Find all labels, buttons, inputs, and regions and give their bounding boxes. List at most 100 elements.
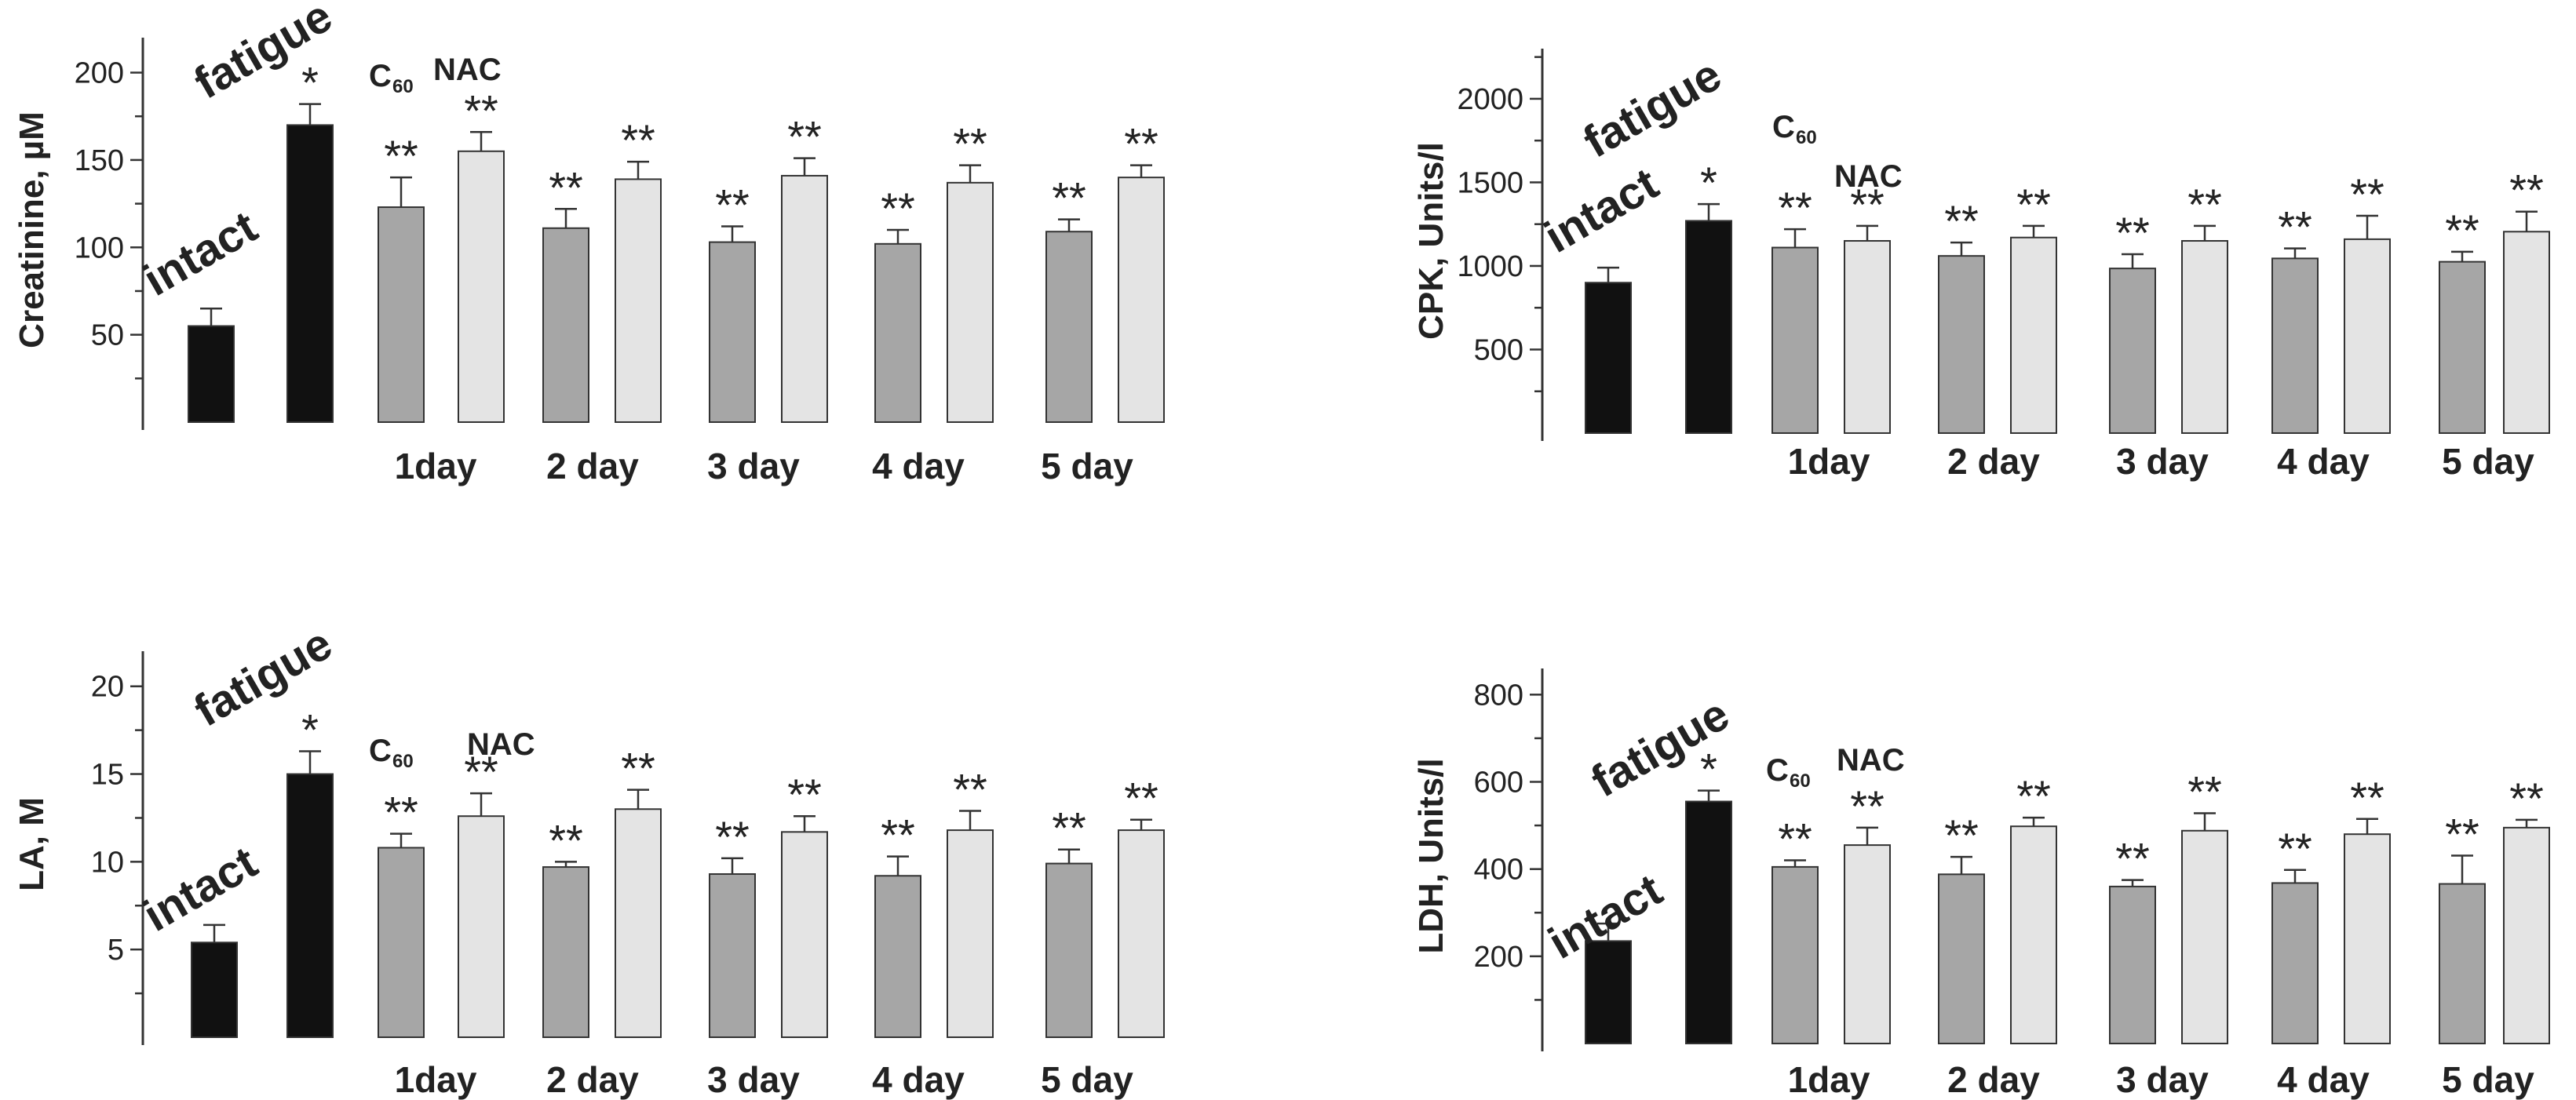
fatigue-bar: [286, 773, 334, 1039]
x-category-label: 4 day: [2277, 1059, 2370, 1100]
c60-bar: [1938, 873, 1985, 1045]
significance-mark: **: [1052, 173, 1086, 223]
y-tick-label: 1000: [1457, 250, 1523, 283]
significance-mark: **: [1944, 196, 1979, 246]
intact-label: intact: [1536, 158, 1666, 263]
significance-mark: **: [464, 86, 498, 135]
x-category-label: 3 day: [2116, 1059, 2209, 1100]
significance-mark: **: [2350, 773, 2384, 822]
c60-bar: [709, 873, 756, 1038]
x-category-label: 4 day: [872, 446, 965, 486]
intact-bar: [188, 325, 235, 423]
significance-mark: **: [881, 184, 915, 233]
x-category-label: 2 day: [1947, 1059, 2040, 1100]
significance-mark: **: [2115, 208, 2150, 257]
significance-mark: **: [787, 112, 822, 162]
nac-bar: [2503, 826, 2550, 1044]
significance-mark: **: [715, 812, 750, 861]
significance-mark: **: [621, 115, 655, 165]
nac-bar: [947, 829, 994, 1039]
x-category-label: 1day: [1788, 1059, 1870, 1100]
c60-bar: [2109, 885, 2156, 1044]
intact-label: intact: [135, 836, 265, 942]
significance-mark: **: [1850, 781, 1885, 831]
significance-mark: **: [2278, 202, 2312, 252]
x-category-label: 5 day: [1041, 1059, 1133, 1100]
c60-bar: [1771, 865, 1819, 1045]
c60-bar: [2271, 257, 2319, 434]
y-tick-label: 2000: [1457, 83, 1523, 116]
y-axis-label: LA, M: [13, 797, 51, 891]
legend-c60: C: [369, 59, 392, 93]
legend-c60-subscript: 60: [392, 751, 414, 772]
c60-bar: [1045, 231, 1093, 423]
significance-mark: **: [2509, 774, 2544, 823]
significance-mark: **: [2187, 767, 2222, 817]
significance-mark: **: [2187, 180, 2222, 229]
significance-mark: **: [2115, 834, 2150, 883]
significance-mark: **: [2350, 169, 2384, 219]
c60-bar: [2271, 882, 2319, 1044]
c60-bar: [542, 227, 589, 424]
nac-bar: [2010, 825, 2057, 1045]
y-tick-label: 100: [75, 231, 124, 264]
legend-c60-subscript: 60: [392, 76, 414, 97]
x-category-label: 4 day: [872, 1059, 965, 1100]
y-axis-label: CPK, Units/l: [1412, 142, 1450, 340]
y-tick-label: 800: [1474, 679, 1523, 712]
significance-mark: **: [2278, 824, 2312, 873]
significance-mark: *: [1700, 158, 1717, 207]
fatigue-bar: [1685, 220, 1732, 434]
c60-bar: [2439, 883, 2486, 1045]
x-category-label: 5 day: [2442, 1059, 2534, 1100]
y-tick-label: 50: [91, 319, 124, 352]
significance-mark: *: [301, 705, 319, 754]
y-tick-label: 20: [91, 671, 124, 704]
nac-bar: [2344, 238, 2391, 434]
x-category-label: 1day: [395, 446, 477, 486]
significance-mark: **: [953, 119, 987, 169]
intact-bar: [1585, 940, 1632, 1044]
c60-bar: [2439, 260, 2486, 434]
nac-bar: [781, 174, 828, 423]
y-tick-label: 400: [1474, 854, 1523, 887]
significance-mark: **: [953, 765, 987, 814]
significance-mark: **: [2445, 809, 2479, 858]
x-category-label: 2 day: [1947, 441, 2040, 482]
legend-c60-subscript: 60: [1790, 770, 1811, 792]
significance-mark: **: [881, 810, 915, 860]
nac-bar: [1118, 829, 1165, 1039]
significance-mark: *: [301, 58, 319, 107]
y-tick-label: 10: [91, 846, 124, 879]
significance-mark: **: [1944, 810, 1979, 860]
y-tick-label: 150: [75, 144, 124, 177]
nac-bar: [2344, 833, 2391, 1045]
significance-mark: **: [1778, 183, 1812, 232]
c60-bar: [709, 241, 756, 423]
c60-bar: [1045, 862, 1093, 1038]
y-tick-label: 1500: [1457, 166, 1523, 199]
significance-mark: **: [2016, 180, 2051, 229]
x-category-label: 5 day: [2442, 441, 2534, 482]
y-axis-label: LDH, Units/l: [1412, 758, 1450, 953]
significance-mark: **: [1778, 814, 1812, 864]
c60-bar: [874, 875, 921, 1038]
c60-bar: [1771, 246, 1819, 434]
significance-mark: **: [2445, 206, 2479, 255]
nac-bar: [2181, 240, 2228, 434]
significance-mark: **: [1124, 119, 1158, 169]
nac-bar: [2010, 236, 2057, 434]
y-tick-label: 600: [1474, 767, 1523, 800]
significance-mark: **: [1124, 774, 1158, 823]
intact-bar: [191, 942, 238, 1038]
legend-c60: C: [369, 734, 392, 768]
c60-bar: [874, 242, 921, 423]
intact-label: intact: [135, 201, 265, 306]
x-category-label: 4 day: [2277, 441, 2370, 482]
legend-nac: NAC: [433, 53, 502, 87]
legend-c60-subscript: 60: [1796, 127, 1817, 148]
x-category-label: 2 day: [546, 446, 639, 486]
y-tick-label: 5: [108, 934, 124, 967]
